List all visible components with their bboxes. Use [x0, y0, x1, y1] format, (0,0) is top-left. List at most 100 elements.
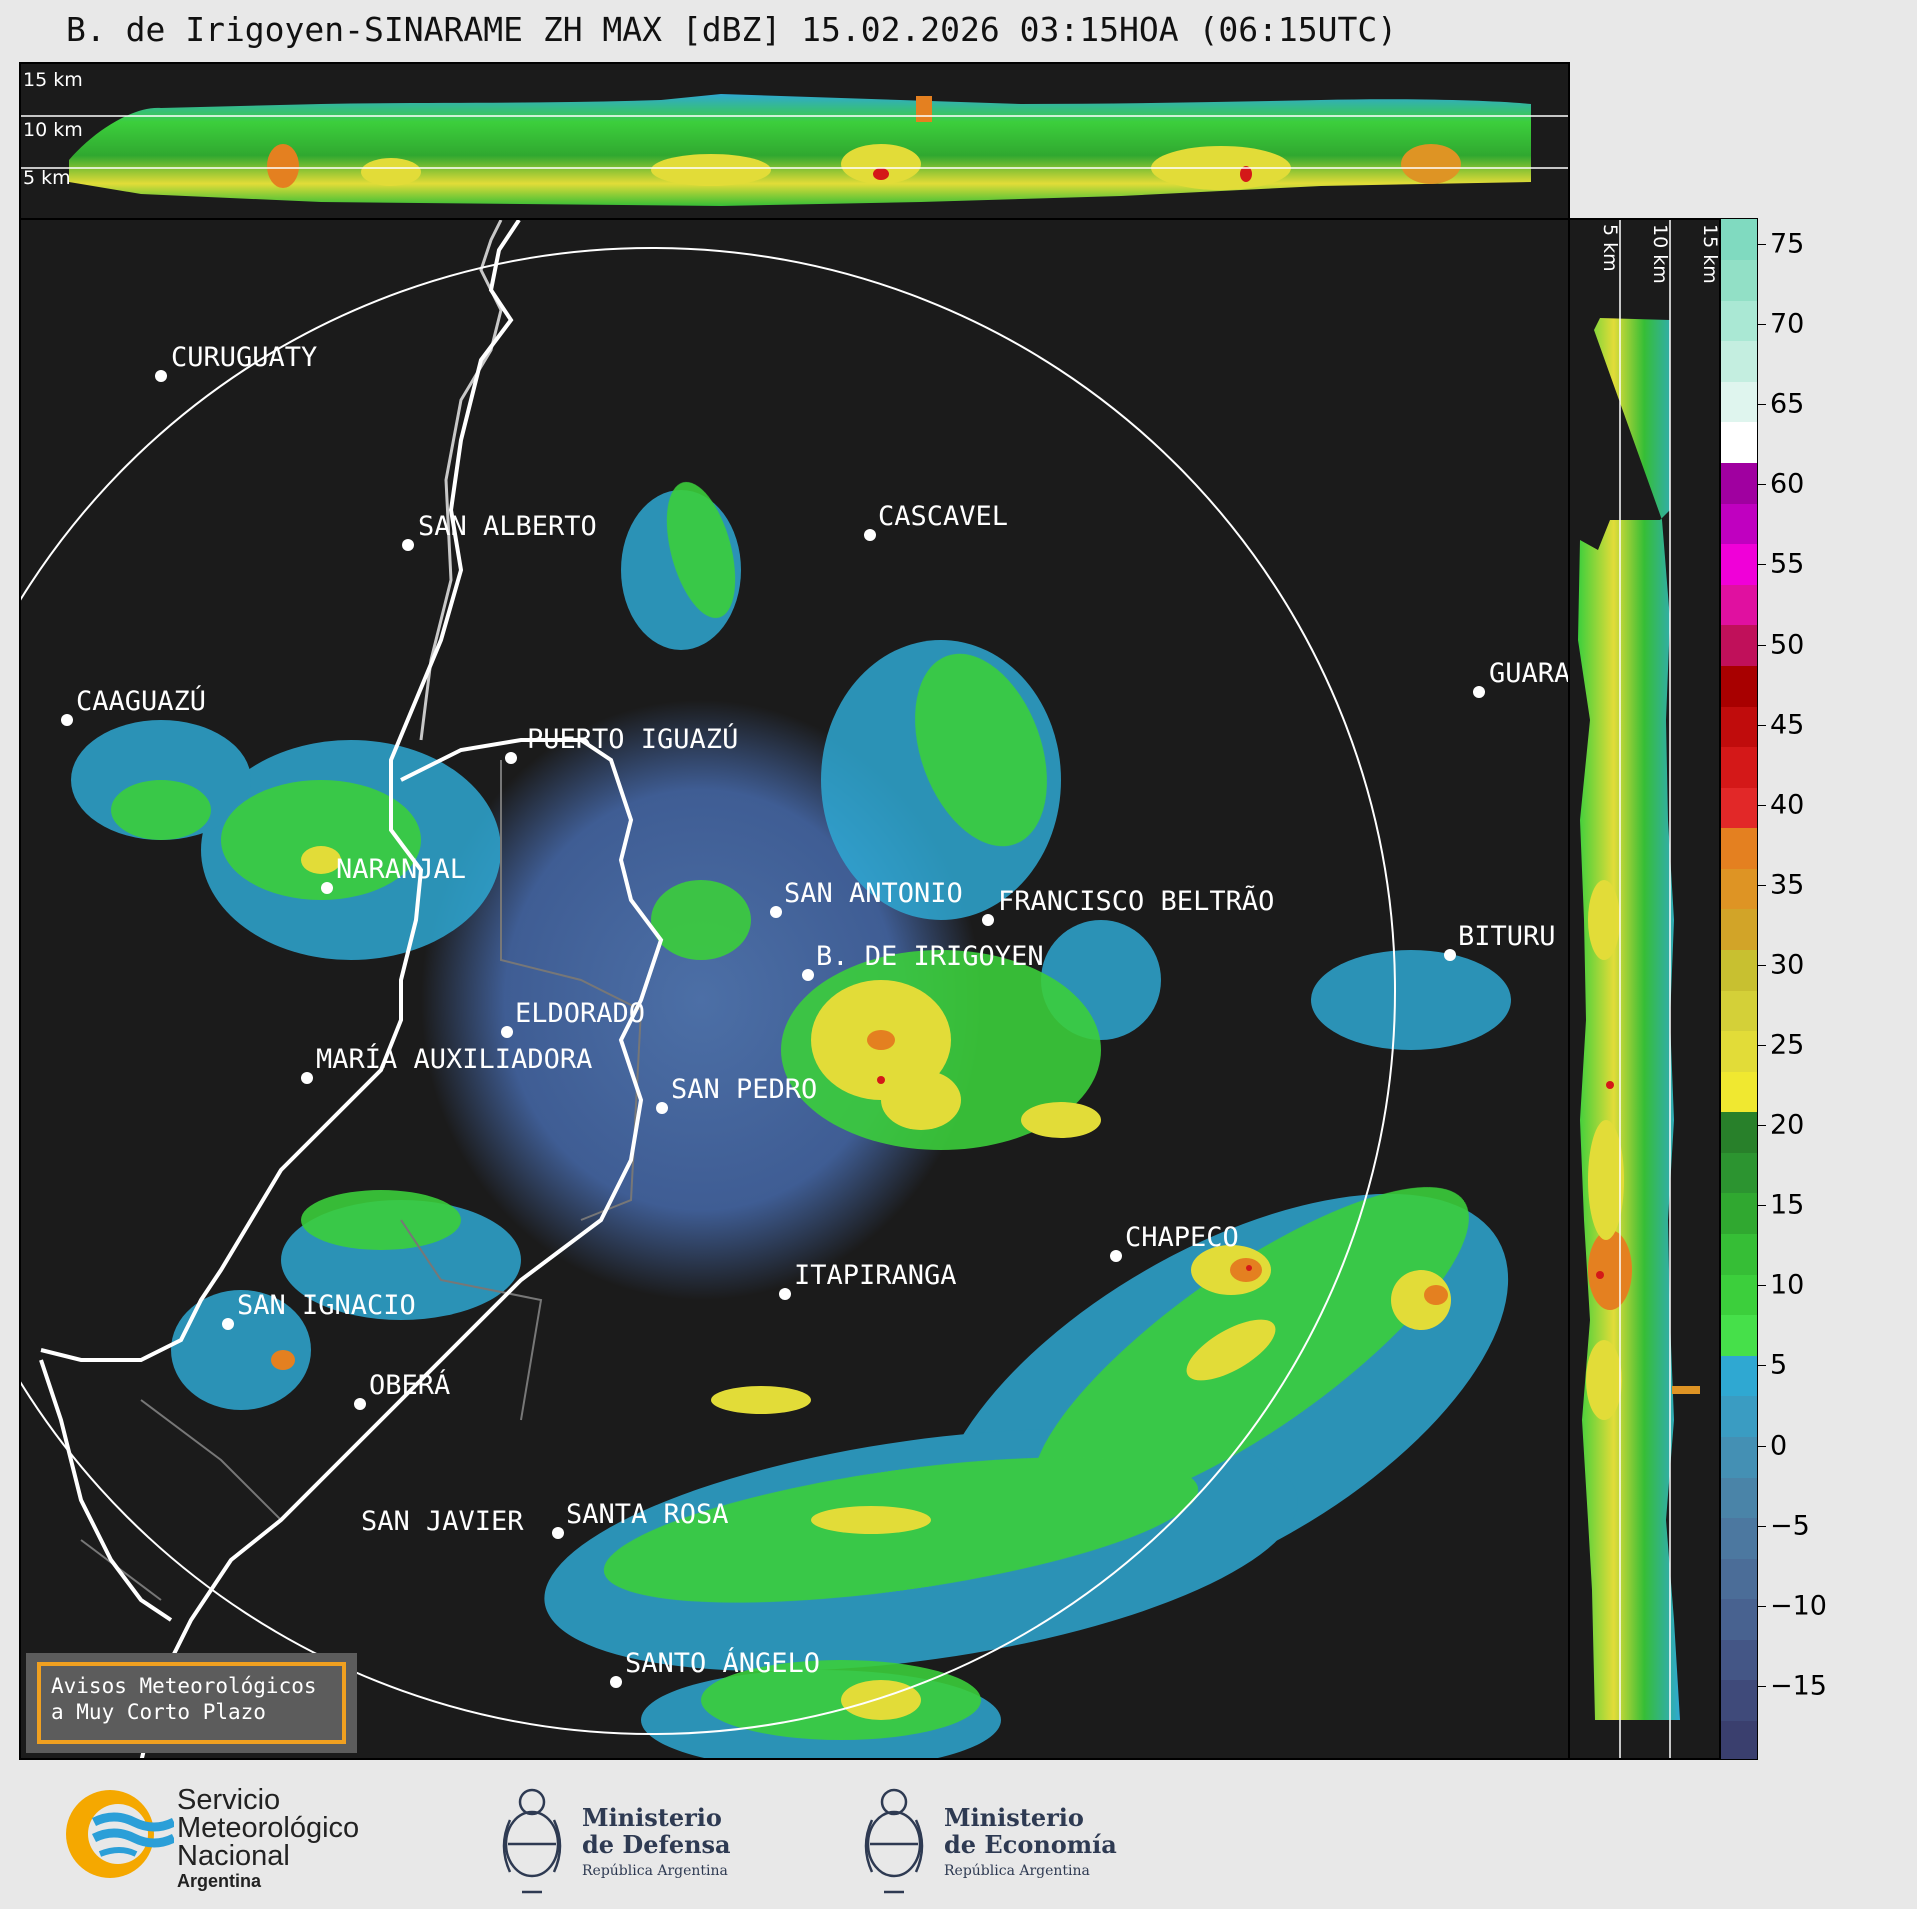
colorbar-tick-label: 75 — [1770, 228, 1805, 260]
warning-line-1: Avisos Meteorológicos — [51, 1674, 317, 1698]
place-label-san-ignacio: SAN IGNACIO — [237, 1290, 416, 1321]
colorbar-tick — [1757, 724, 1766, 726]
colorbar-segment — [1721, 1720, 1757, 1759]
colorbar-tick-label: 5 — [1770, 1349, 1788, 1381]
defensa-line-1: Ministerio — [582, 1803, 722, 1832]
colorbar-segment — [1721, 949, 1757, 991]
colorbar-tick — [1757, 1205, 1766, 1207]
range-ring — [21, 247, 1396, 1735]
colorbar-segment — [1721, 219, 1757, 261]
place-label-santa-rosa: SANTA ROSA — [566, 1499, 729, 1530]
colorbar-segment — [1721, 1436, 1757, 1478]
colorbar-tick-label: 55 — [1770, 548, 1805, 580]
colorbar-segment — [1721, 340, 1757, 382]
colorbar-tick-label: 70 — [1770, 308, 1805, 340]
colorbar-segment — [1721, 300, 1757, 342]
colorbar-segment — [1721, 584, 1757, 626]
place-label-itapiranga: ITAPIRANGA — [794, 1260, 957, 1291]
defensa-line-2: de Defensa — [582, 1830, 731, 1859]
place-label-guara: GUARA — [1489, 658, 1570, 689]
colorbar-tick — [1757, 1605, 1766, 1607]
colorbar-segment — [1721, 462, 1757, 504]
colorbar-segment — [1721, 990, 1757, 1032]
defensa-line-3: República Argentina — [582, 1863, 728, 1879]
side-label-15km: 15 km — [1699, 224, 1721, 284]
side-label-10km: 10 km — [1649, 224, 1671, 284]
colorbar-segment — [1721, 746, 1757, 788]
smn-logo-text: Servicio Meteorológico Nacional Argentin… — [177, 1786, 359, 1892]
warning-line-2: a Muy Corto Plazo — [51, 1700, 266, 1724]
colorbar-segment — [1721, 1395, 1757, 1437]
colorbar-tick-label: 40 — [1770, 789, 1805, 821]
colorbar-tick — [1757, 564, 1766, 566]
colorbar-segment — [1721, 1476, 1757, 1519]
defensa-logo-text: Ministerio de Defensa República Argentin… — [582, 1804, 731, 1885]
colorbar-tick — [1757, 1445, 1766, 1447]
colorbar-tick-label: 50 — [1770, 629, 1805, 660]
colorbar-tick — [1757, 804, 1766, 806]
smn-line-1: Servicio — [177, 1784, 281, 1816]
colorbar-segment — [1721, 1517, 1757, 1559]
border-iguazu-river — [139, 738, 664, 1758]
place-label-francisco-beltrao: FRANCISCO BELTRÃO — [998, 885, 1274, 917]
colorbar-segment — [1721, 259, 1757, 301]
place-label-caaguazu: CAAGUAZÚ — [76, 685, 206, 717]
colorbar-segment — [1721, 381, 1757, 423]
colorbar-tick-label: 35 — [1770, 869, 1805, 901]
colorbar-tick — [1757, 324, 1766, 326]
place-labels: CURUGUATY SAN ALBERTO CASCAVEL CAAGUAZÚ … — [76, 342, 1570, 1679]
colorbar-tick-label: −15 — [1770, 1670, 1827, 1702]
colorbar-segment — [1721, 1355, 1757, 1397]
colorbar-tick — [1757, 1525, 1766, 1527]
place-label-maria-auxiliadora: MARÍA AUXILIADORA — [316, 1043, 592, 1075]
colorbar-segment — [1721, 827, 1757, 869]
colorbar-tick — [1757, 1285, 1766, 1287]
height-label-10km: 10 km — [23, 119, 83, 141]
place-label-bituru: BITURU — [1458, 921, 1556, 952]
colorbar-tick-label: 25 — [1770, 1029, 1805, 1061]
side-height-profile: 5 km 10 km 15 km — [1568, 218, 1721, 1760]
place-label-san-javier: SAN JAVIER — [361, 1506, 524, 1537]
border-south-loop — [39, 1359, 173, 1622]
side-profile-echo — [1578, 318, 1680, 1720]
colorbar-tick — [1757, 244, 1766, 245]
radar-map[interactable]: CURUGUATY SAN ALBERTO CASCAVEL CAAGUAZÚ … — [19, 218, 1570, 1760]
place-label-obera: OBERÁ — [369, 1369, 450, 1401]
colorbar-tick — [1757, 1685, 1766, 1687]
place-label-puerto-iguazu: PUERTO IGUAZÚ — [527, 723, 738, 755]
top-height-profile: 15 km 10 km 5 km — [19, 62, 1570, 220]
side-label-5km: 5 km — [1599, 224, 1621, 272]
colorbar-segment — [1721, 1314, 1757, 1356]
place-markers — [61, 370, 1485, 1688]
colorbar-segment — [1721, 503, 1757, 545]
colorbar-segment — [1721, 624, 1757, 666]
colorbar-tick-label: 0 — [1770, 1430, 1788, 1461]
dbz-colorbar — [1720, 218, 1758, 1760]
colorbar-segment — [1721, 1679, 1757, 1721]
height-label-15km: 15 km — [23, 69, 83, 91]
colorbar-tick — [1757, 644, 1766, 646]
economia-coat-of-arms-icon — [864, 1788, 924, 1894]
colorbar-tick — [1757, 1125, 1766, 1127]
height-label-5km: 5 km — [23, 167, 71, 189]
colorbar-segment — [1721, 1598, 1757, 1640]
colorbar-tick-label: 15 — [1770, 1189, 1805, 1221]
colorbar-tick-label: 45 — [1770, 709, 1805, 741]
place-label-naranjal: NARANJAL — [336, 854, 466, 885]
warning-box[interactable]: Avisos Meteorológicos a Muy Corto Plazo — [26, 1653, 357, 1753]
colorbar-tick-label: 10 — [1770, 1269, 1805, 1301]
colorbar-tick — [1757, 404, 1766, 406]
country-border — [40, 220, 521, 1362]
colorbar-segment — [1721, 665, 1757, 707]
colorbar-segment — [1721, 1233, 1757, 1275]
colorbar-tick — [1757, 1045, 1766, 1046]
place-label-san-antonio: SAN ANTONIO — [784, 878, 963, 909]
colorbar-segment — [1721, 421, 1757, 464]
place-label-chapeco: CHAPECO — [1125, 1222, 1239, 1253]
smn-line-2: Meteorológico — [177, 1812, 360, 1844]
colorbar-segment — [1721, 1071, 1757, 1113]
colorbar-segment — [1721, 908, 1757, 950]
colorbar-tick-label: 65 — [1770, 388, 1805, 420]
economia-line-2: de Economía — [944, 1830, 1117, 1859]
colorbar-tick-label: 60 — [1770, 468, 1805, 500]
